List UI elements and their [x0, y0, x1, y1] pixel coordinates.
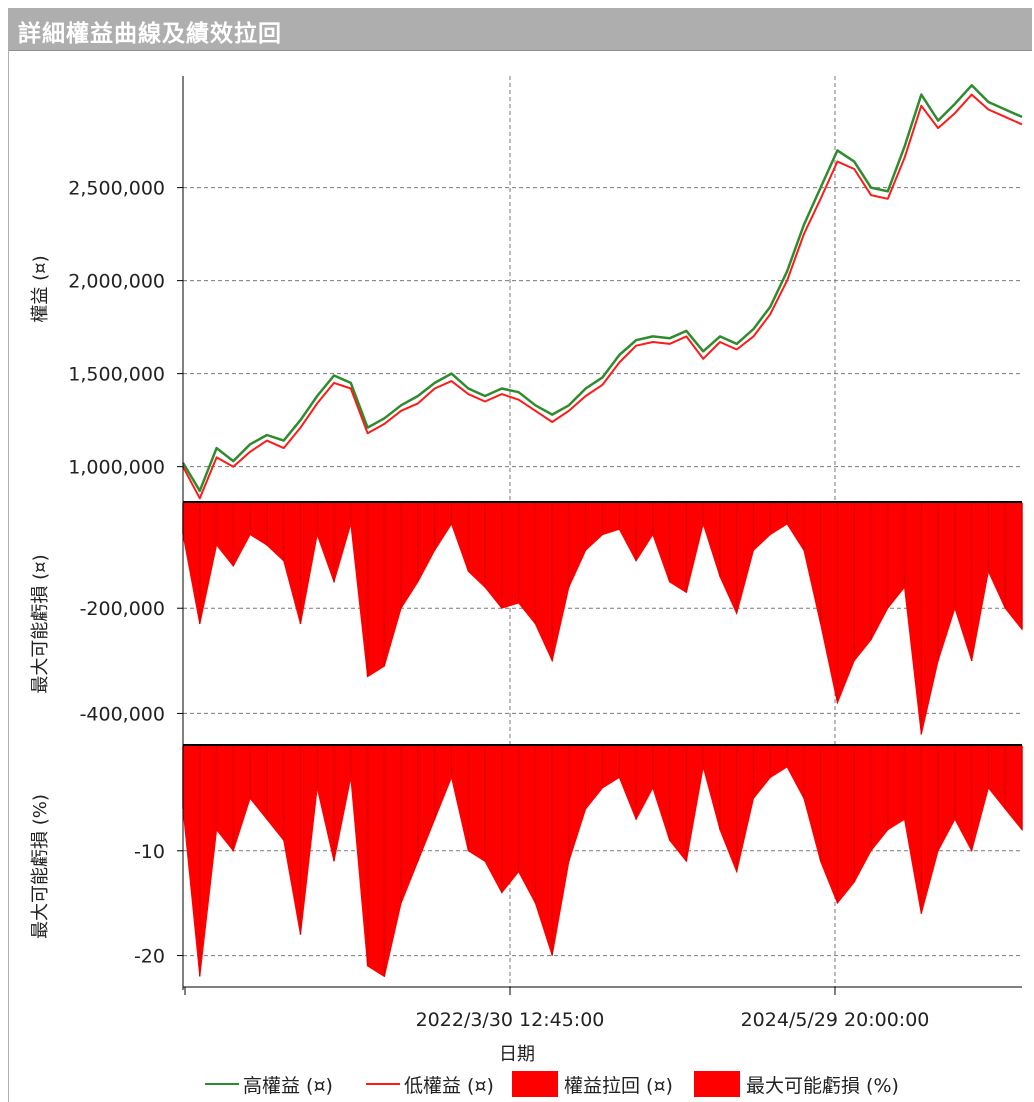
drawdown-area	[182, 745, 1023, 978]
y-axis-label: 權益 (¤)	[30, 255, 51, 322]
legend-label: 低權益 (¤)	[404, 1074, 494, 1097]
legend-swatch	[694, 1071, 740, 1097]
legend-item-high-equity: 高權益 (¤)	[205, 1070, 333, 1098]
low-equity-line	[182, 93, 1023, 500]
window-title: 詳細權益曲線及績效拉回	[18, 21, 282, 47]
high-equity-line	[181, 84, 1023, 493]
y-tick-label: -200,000	[80, 598, 165, 620]
equity-drawdown-chart: 1,000,000 1,500,000 2,000,000 2,500,000 權益 (…	[30, 76, 1023, 1065]
equity-panel	[181, 84, 1023, 500]
legend-swatch	[205, 1083, 239, 1085]
legend: 高權益 (¤) 低權益 (¤) 權益拉回 (¤) 最大可能虧損 (%)	[0, 1070, 1034, 1100]
y-tick-label: -10	[134, 841, 165, 863]
legend-item-equity-drawdown: 權益拉回 (¤)	[512, 1070, 673, 1098]
legend-swatch	[512, 1071, 558, 1097]
y-tick-label: 1,000,000	[68, 457, 165, 479]
axes: 1,000,000 1,500,000 2,000,000 2,500,000 權益 (…	[30, 76, 1022, 995]
legend-label: 權益拉回 (¤)	[564, 1074, 673, 1097]
y-axis-label: 最大可能虧損 (%)	[30, 794, 51, 939]
legend-swatch	[366, 1083, 400, 1085]
legend-label: 高權益 (¤)	[243, 1074, 333, 1097]
x-axis-label: 日期	[499, 1044, 535, 1065]
y-tick-label: 1,500,000	[68, 364, 165, 386]
x-tick-label: 2024/5/29 20:00:00	[741, 1009, 930, 1031]
y-tick-label: 2,500,000	[68, 178, 165, 200]
drawdown-value-panel	[182, 502, 1023, 735]
y-tick-label: -400,000	[80, 703, 165, 725]
legend-item-max-loss-percent: 最大可能虧損 (%)	[694, 1070, 899, 1098]
drawdown-area	[182, 502, 1023, 735]
legend-label: 最大可能虧損 (%)	[746, 1074, 899, 1097]
y-tick-label: 2,000,000	[68, 271, 165, 293]
title-bar: 詳細權益曲線及績效拉回	[8, 8, 1032, 51]
x-tick-label: 2022/3/30 12:45:00	[416, 1009, 605, 1031]
legend-item-low-equity: 低權益 (¤)	[366, 1070, 494, 1098]
drawdown-percent-panel	[182, 745, 1023, 978]
y-tick-label: -20	[134, 946, 165, 968]
frame-left-border	[8, 50, 9, 1102]
y-axis-label: 最大可能虧損 (¤)	[30, 554, 51, 693]
